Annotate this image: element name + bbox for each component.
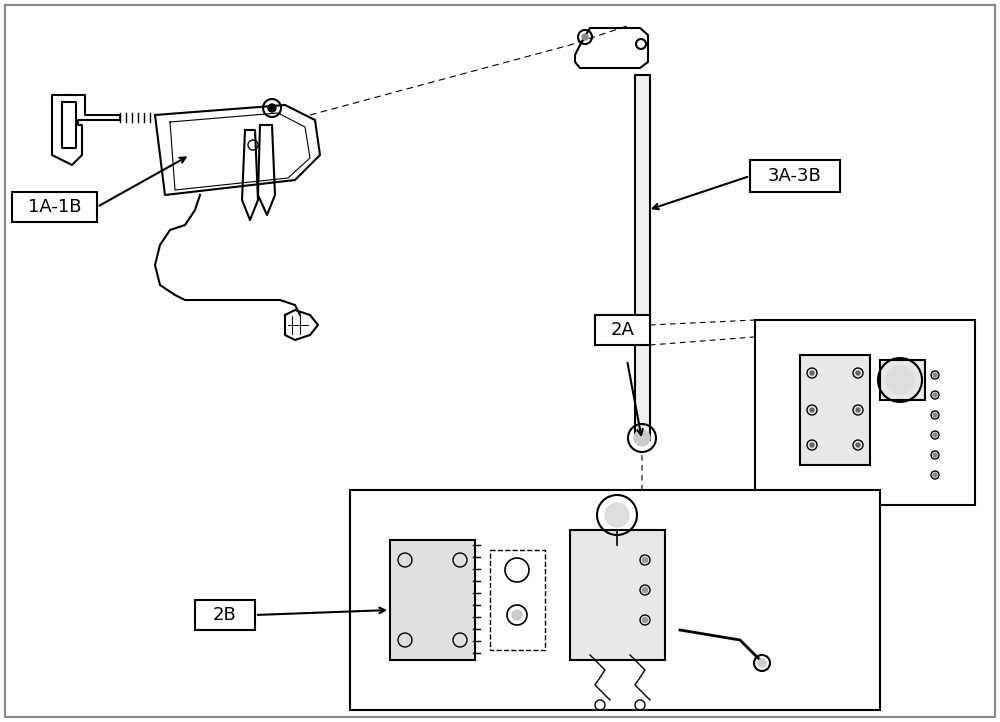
Bar (490, 550, 545, 650)
Bar (800, 355, 870, 465)
Bar (880, 360, 925, 400)
Text: 3A-3B: 3A-3B (768, 167, 822, 185)
Circle shape (856, 408, 860, 412)
Circle shape (933, 453, 937, 457)
Circle shape (933, 413, 937, 417)
Bar (750, 160, 840, 192)
Bar (635, 75, 650, 440)
Circle shape (605, 503, 629, 527)
Circle shape (810, 371, 814, 375)
Circle shape (856, 371, 860, 375)
Circle shape (886, 366, 914, 394)
Bar (595, 315, 650, 345)
Text: 1A-1B: 1A-1B (28, 198, 81, 216)
Bar (570, 530, 665, 660)
Circle shape (933, 433, 937, 437)
Circle shape (268, 104, 276, 112)
Circle shape (642, 617, 648, 622)
Circle shape (642, 557, 648, 562)
Bar (12, 192, 97, 222)
Bar (390, 540, 475, 660)
Circle shape (634, 430, 650, 446)
Bar (195, 600, 255, 630)
Circle shape (933, 473, 937, 477)
Circle shape (933, 373, 937, 377)
Bar (350, 490, 880, 710)
Circle shape (642, 588, 648, 593)
Circle shape (758, 659, 766, 667)
Circle shape (810, 443, 814, 447)
Circle shape (933, 393, 937, 397)
Bar (755, 320, 975, 505)
Text: 2B: 2B (213, 606, 237, 624)
Circle shape (856, 443, 860, 447)
Circle shape (582, 34, 588, 40)
Circle shape (810, 408, 814, 412)
Circle shape (512, 610, 522, 620)
Text: 2A: 2A (611, 321, 634, 339)
